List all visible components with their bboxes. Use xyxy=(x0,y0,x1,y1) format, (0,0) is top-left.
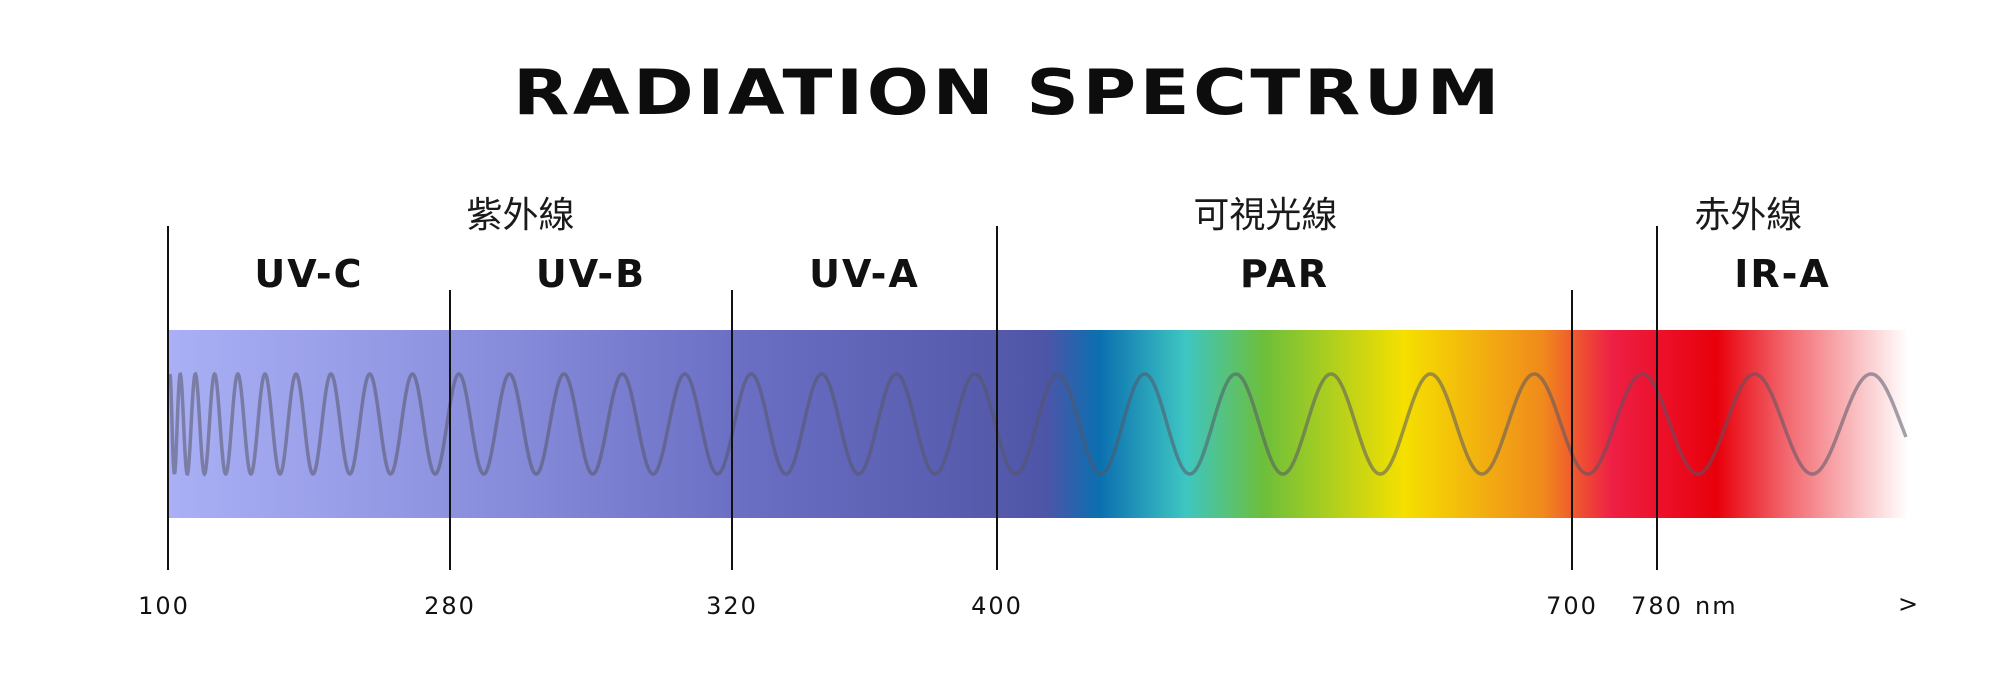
tick-label: 780 xyxy=(1631,592,1683,620)
tick-label: 400 xyxy=(971,592,1023,620)
page-title: RADIATION SPECTRUM xyxy=(512,56,1504,129)
band-label: PAR xyxy=(1239,252,1330,296)
tick-label: 100 xyxy=(138,592,190,620)
band-label: UV-B xyxy=(535,252,647,296)
region-label: 紫外線 xyxy=(466,195,575,236)
band-dividers xyxy=(167,226,1658,570)
band-label: IR-A xyxy=(1734,252,1831,296)
wave-line xyxy=(168,371,1908,477)
unit-label: nm xyxy=(1695,592,1738,620)
band-label: UV-A xyxy=(809,252,920,296)
tick-label: 280 xyxy=(424,592,476,620)
region-label: 可視光線 xyxy=(1193,195,1338,236)
region-label: 赤外線 xyxy=(1694,195,1803,236)
tick-label: 320 xyxy=(706,592,758,620)
band-label: UV-C xyxy=(254,252,364,296)
tick-label: 700 xyxy=(1546,592,1598,620)
chevron-right-icon: > xyxy=(1898,590,1919,618)
